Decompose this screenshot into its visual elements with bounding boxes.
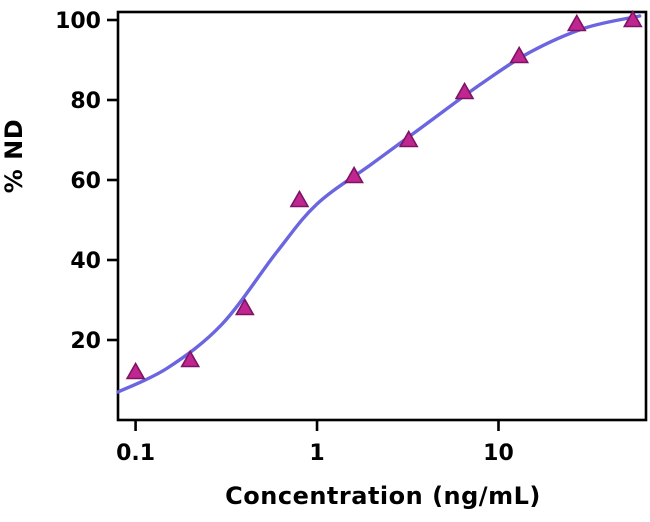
y-tick-label: 80 bbox=[70, 89, 101, 114]
y-tick-label: 100 bbox=[55, 9, 101, 34]
data-point-triangle bbox=[566, 13, 587, 32]
x-tick-label: 10 bbox=[483, 441, 514, 466]
data-point-triangle bbox=[622, 9, 643, 28]
data-point-triangle bbox=[289, 189, 310, 208]
y-tick-label: 40 bbox=[70, 249, 101, 274]
data-point-triangle bbox=[509, 45, 530, 64]
plot-frame bbox=[116, 10, 648, 422]
data-point-triangle bbox=[125, 361, 146, 380]
data-point-triangle bbox=[180, 349, 201, 368]
fit-curve bbox=[116, 14, 642, 394]
data-point-triangle bbox=[454, 81, 475, 100]
x-tick-label: 1 bbox=[309, 441, 324, 466]
data-point-triangle bbox=[398, 129, 419, 148]
data-point-triangle bbox=[234, 297, 255, 316]
x-axis-label: Concentration (ng/mL) bbox=[225, 482, 541, 510]
y-tick-label: 60 bbox=[70, 169, 101, 194]
y-tick-label: 20 bbox=[70, 329, 101, 354]
x-tick-label: 0.1 bbox=[116, 441, 155, 466]
data-point-triangle bbox=[344, 165, 364, 184]
y-axis-label: % ND bbox=[0, 118, 28, 194]
